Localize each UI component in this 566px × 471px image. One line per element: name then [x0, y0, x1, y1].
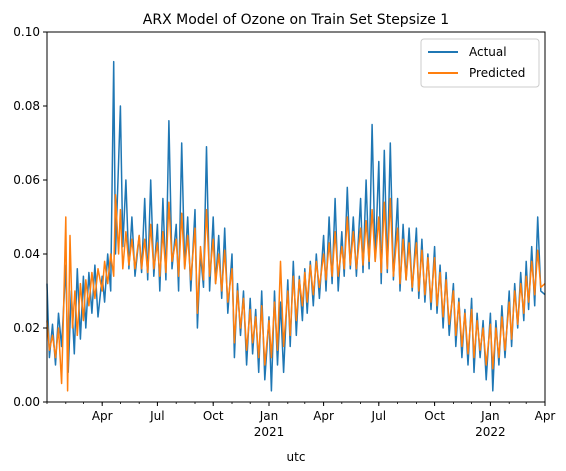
plot-frame: [46, 31, 546, 403]
y-tick-label: 0.02: [13, 321, 40, 335]
series-line-predicted: [46, 194, 546, 392]
y-axis: 0.00 0.02 0.04 0.06 0.08 0.10: [13, 25, 47, 409]
x-tick-label: Oct: [203, 409, 224, 423]
chart-title: ARX Model of Ozone on Train Set Stepsize…: [143, 12, 449, 28]
x-axis-label: utc: [287, 450, 306, 464]
y-tick-label: 0.10: [13, 25, 40, 39]
y-tick-label: 0.04: [13, 247, 40, 261]
x-axis: Apr Jul Oct Jan 2021 Apr Jul Oct Jan 2022 Apr: [46, 402, 556, 439]
legend-predicted-label: Predicted: [469, 66, 525, 80]
x-tick-year-label: 2022: [475, 425, 506, 439]
x-tick-label: Apr: [92, 409, 113, 423]
y-tick-label: 0.00: [13, 395, 40, 409]
x-tick-label: Apr: [535, 409, 556, 423]
x-tick-year-label: 2021: [254, 425, 285, 439]
series-layer: [46, 60, 546, 392]
legend-actual-label: Actual: [469, 45, 507, 59]
x-tick-label: Jul: [149, 409, 164, 423]
y-tick-label: 0.06: [13, 173, 40, 187]
y-tick-label: 0.08: [13, 99, 40, 113]
legend: Actual Predicted: [420, 38, 540, 88]
x-tick-label: Jul: [371, 409, 386, 423]
x-tick-label: Jan: [259, 409, 279, 423]
x-tick-label: Jan: [480, 409, 500, 423]
x-tick-label: Oct: [424, 409, 445, 423]
x-tick-label: Apr: [313, 409, 334, 423]
